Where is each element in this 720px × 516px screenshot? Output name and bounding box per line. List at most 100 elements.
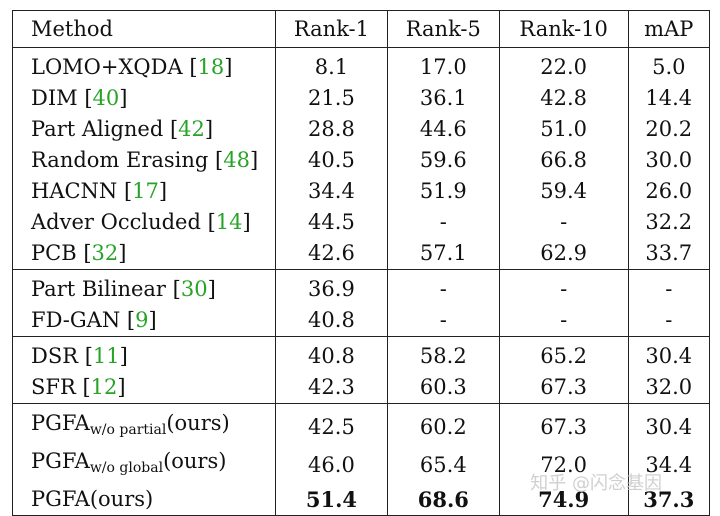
rank10-cell: 67.3 xyxy=(498,372,629,404)
map-cell: 30.4 xyxy=(627,403,711,446)
method-cell: PGFAw/o partial(ours) xyxy=(12,403,276,446)
table-row: HACNN [17] 34.4 51.9 59.4 26.0 xyxy=(12,176,711,207)
method-cell: PGFAw/o global(ours) xyxy=(12,446,276,484)
map-cell: 30.4 xyxy=(627,336,711,372)
method-cell: Part Bilinear [30] xyxy=(12,269,276,305)
rank1-cell: 40.8 xyxy=(275,336,388,372)
rank10-cell: 72.0 xyxy=(498,446,629,484)
method-name: DSR xyxy=(31,344,79,368)
rank1-cell: 44.5 xyxy=(275,207,388,238)
table-row: Part Aligned [42] 28.8 44.6 51.0 20.2 xyxy=(12,114,711,145)
method-name: Part Aligned xyxy=(31,117,164,141)
table-row: PCB [32] 42.6 57.1 62.9 33.7 xyxy=(12,238,711,270)
method-cell: DSR [11] xyxy=(12,336,276,372)
rank5-cell: 36.1 xyxy=(386,83,500,114)
citation-link[interactable]: 14 xyxy=(215,210,243,234)
map-cell: 5.0 xyxy=(627,47,711,83)
method-subscript: w/o partial xyxy=(89,422,167,438)
map-cell: 34.4 xyxy=(627,446,711,484)
rank1-cell: 42.3 xyxy=(275,372,388,404)
rank10-cell: 42.8 xyxy=(498,83,629,114)
method-cell: Part Aligned [42] xyxy=(12,114,276,145)
table-body: LOMO+XQDA [18] 8.1 17.0 22.0 5.0 DIM [40] 21.5… xyxy=(12,47,711,516)
method-name: SFR xyxy=(31,375,76,399)
map-cell: 30.0 xyxy=(627,145,711,176)
rank1-cell: 46.0 xyxy=(275,446,388,484)
method-name: Random Erasing xyxy=(31,148,209,172)
rank10-cell: 62.9 xyxy=(498,238,629,270)
rank1-cell: 28.8 xyxy=(275,114,388,145)
table-row: DSR [11] 40.8 58.2 65.2 30.4 xyxy=(12,336,711,372)
map-cell: - xyxy=(627,269,711,305)
method-name: PGFA xyxy=(31,411,90,435)
citation-link[interactable]: 12 xyxy=(90,375,118,399)
rank10-cell: 65.2 xyxy=(498,336,629,372)
citation-link[interactable]: 42 xyxy=(178,117,205,141)
method-cell: DIM [40] xyxy=(12,83,276,114)
rank5-cell: 59.6 xyxy=(386,145,500,176)
header-row: Method Rank-1 Rank-5 Rank-10 mAP xyxy=(12,10,711,48)
rank5-cell: 44.6 xyxy=(386,114,500,145)
map-cell: 32.0 xyxy=(627,372,711,404)
citation-link[interactable]: 40 xyxy=(92,86,120,110)
table-row: PGFAw/o global(ours) 46.0 65.4 72.0 34.4 xyxy=(12,446,711,484)
map-cell: - xyxy=(627,305,711,337)
map-cell: 32.2 xyxy=(627,207,711,238)
table-row: SFR [12] 42.3 60.3 67.3 32.0 xyxy=(12,372,711,404)
table-row: FD-GAN [9] 40.8- - - xyxy=(12,305,711,337)
rank10-cell: 51.0 xyxy=(498,114,629,145)
rank5-cell: 51.9 xyxy=(386,176,500,207)
method-name: HACNN xyxy=(31,179,118,203)
citation-link[interactable]: 30 xyxy=(180,277,208,301)
method-suffix: (ours) xyxy=(89,487,154,511)
rank1-cell: 40.8 xyxy=(275,305,388,337)
rank1-cell: 21.5 xyxy=(275,83,388,114)
method-cell: Adver Occluded [14] xyxy=(12,207,276,238)
rank1-cell: 36.9 xyxy=(275,269,388,305)
header-rank1: Rank-1 xyxy=(275,10,388,48)
method-name: LOMO+XQDA xyxy=(31,55,183,79)
header-method: Method xyxy=(12,10,276,48)
table-row: Random Erasing [48] 40.5 59.6 66.8 30.0 xyxy=(12,145,711,176)
citation-link[interactable]: 18 xyxy=(197,55,225,79)
citation-link[interactable]: 32 xyxy=(91,241,119,265)
method-cell: Random Erasing [48] xyxy=(12,145,276,176)
method-cell: HACNN [17] xyxy=(12,176,276,207)
method-suffix: (ours) xyxy=(163,449,227,473)
method-name: Adver Occluded xyxy=(31,210,201,234)
method-cell: PCB [32] xyxy=(12,238,276,270)
header-map: mAP xyxy=(627,10,711,48)
citation-link[interactable]: 11 xyxy=(92,344,120,368)
rank5-cell: 65.4 xyxy=(386,446,500,484)
table-row: Adver Occluded [14] 44.5- -32.2 xyxy=(12,207,711,238)
results-table: Method Rank-1 Rank-5 Rank-10 mAP LOMO+XQ… xyxy=(12,10,711,516)
rank1-cell: 34.4 xyxy=(275,176,388,207)
rank5-cell: 60.3 xyxy=(386,372,500,404)
method-subscript: w/o global xyxy=(89,460,164,476)
rank10-cell: 66.8 xyxy=(498,145,629,176)
citation-link[interactable]: 17 xyxy=(132,179,159,203)
rank5-cell: 58.2 xyxy=(386,336,500,372)
map-cell: 26.0 xyxy=(627,176,711,207)
rank1-cell: 40.5 xyxy=(275,145,388,176)
map-cell: 33.7 xyxy=(627,238,711,270)
rank1-cell: 42.6 xyxy=(275,238,388,270)
table-row: Part Bilinear [30] 36.9- - - xyxy=(12,269,711,305)
method-cell: LOMO+XQDA [18] xyxy=(12,47,276,83)
table-row: LOMO+XQDA [18] 8.1 17.0 22.0 5.0 xyxy=(12,47,711,83)
method-name: Part Bilinear xyxy=(31,277,166,301)
rank5-cell: 57.1 xyxy=(386,238,500,270)
citation-link[interactable]: 48 xyxy=(223,148,250,172)
rank5-cell: 17.0 xyxy=(386,47,500,83)
citation-link[interactable]: 9 xyxy=(135,308,149,332)
method-name: PGFA xyxy=(31,487,90,511)
rank10-cell: - xyxy=(498,269,629,305)
map-cell: 14.4 xyxy=(627,83,711,114)
rank10-cell: 59.4 xyxy=(498,176,629,207)
table-row: PGFAw/o partial(ours) 42.5 60.2 67.3 30.4 xyxy=(12,403,711,446)
rank5-cell: - xyxy=(386,207,500,238)
method-name: DIM xyxy=(31,86,78,110)
method-name: PCB xyxy=(31,241,77,265)
method-name: FD-GAN xyxy=(31,308,121,332)
rank10-cell: - xyxy=(498,207,629,238)
